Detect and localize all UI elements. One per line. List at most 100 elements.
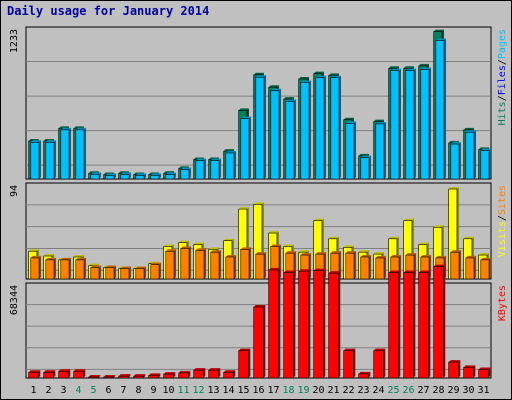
bar-top-hits [418, 63, 429, 66]
bar-top-kbytes [253, 305, 266, 308]
bar-top-visits [298, 250, 309, 253]
bar-top-visits [403, 218, 414, 221]
ymax-label-sites-visits: 94 [9, 185, 20, 197]
bar-top-files [180, 167, 192, 170]
bar-side-files [129, 172, 132, 179]
bar-top-files [450, 142, 462, 145]
bar-top-visits [358, 250, 369, 253]
bar-top-hits [358, 153, 369, 156]
bar-sites [225, 256, 235, 280]
bar-sites [480, 259, 490, 280]
bar-side-files [459, 142, 462, 179]
bar-sites [165, 250, 175, 280]
bar-top-sites [285, 251, 297, 254]
bar-top-hits [343, 117, 354, 120]
x-tick-label: 4 [75, 385, 81, 396]
bar-top-hits [58, 126, 69, 129]
bar-side-files [114, 173, 117, 179]
bar-files [60, 129, 70, 180]
bar-top-files [300, 80, 312, 83]
bar-top-files [345, 121, 357, 124]
bar-top-sites [195, 248, 207, 251]
bar-top-files [90, 172, 102, 175]
bar-top-visits [373, 252, 384, 255]
bar-kbytes [58, 370, 69, 379]
bar-top-sites [390, 254, 402, 257]
bar-top-files [210, 158, 222, 161]
bar-files [255, 76, 265, 180]
bar-top-files [120, 172, 132, 175]
bar-top-visits [193, 242, 204, 245]
bar-kbytes [103, 376, 114, 379]
bar-top-visits [208, 247, 219, 250]
bar-side-kbytes [113, 375, 116, 378]
x-tick-label: 7 [120, 385, 126, 396]
bar-files [45, 141, 55, 180]
bar-top-sites [405, 253, 417, 256]
x-tick-label: 13 [207, 385, 219, 396]
bar-top-files [30, 140, 42, 143]
legend-entry: / [497, 215, 508, 221]
bar-sites [195, 249, 205, 280]
bar-side-files [339, 75, 342, 179]
bar-top-files [255, 75, 267, 78]
bar-top-sites [270, 244, 282, 247]
legend-entry: Sites [497, 185, 508, 215]
bar-top-visits [73, 254, 84, 257]
bar-top-sites [45, 257, 57, 260]
bar-sites [180, 248, 190, 280]
bar-side-files [99, 172, 102, 179]
chart-title: Daily usage for January 2014 [7, 4, 210, 18]
bar-side-sites [219, 250, 222, 279]
bar-kbytes [373, 350, 384, 379]
bar-kbytes [298, 270, 309, 379]
bar-top-hits [388, 66, 399, 69]
bar-side-kbytes [38, 370, 41, 378]
bar-top-files [360, 155, 372, 158]
bar-files [285, 101, 295, 180]
bar-side-kbytes [218, 368, 221, 378]
bar-side-kbytes [443, 264, 446, 378]
bar-top-visits [28, 249, 39, 252]
bar-kbytes [133, 375, 144, 379]
bar-side-kbytes [278, 267, 281, 378]
bar-files [360, 157, 370, 180]
bar-top-kbytes [58, 369, 71, 372]
bar-top-kbytes [343, 348, 356, 351]
bar-kbytes [118, 375, 129, 379]
x-tick-label: 26 [402, 385, 414, 396]
x-tick-label: 27 [417, 385, 429, 396]
legend-sites-visits: Visits/Sites [497, 185, 508, 257]
bar-side-files [279, 88, 282, 179]
bar-side-kbytes [83, 369, 86, 378]
bar-side-files [264, 75, 267, 179]
bar-top-sites [105, 265, 117, 268]
bar-top-hits [328, 73, 339, 76]
bar-files [270, 90, 280, 180]
bar-files [375, 123, 385, 180]
bar-sites [360, 256, 370, 280]
bar-top-sites [240, 247, 252, 250]
legend-hits-files: Hits/Files/Pages [497, 29, 508, 125]
bar-top-kbytes [88, 375, 101, 377]
bar-top-visits [43, 254, 54, 257]
bar-side-files [489, 148, 492, 179]
bar-top-kbytes [208, 368, 221, 371]
bar-side-files [294, 99, 297, 179]
bar-kbytes [88, 376, 99, 379]
bar-files [75, 129, 85, 180]
bar-top-files [105, 173, 117, 176]
bar-side-kbytes [293, 270, 296, 378]
bar-side-sites [69, 257, 72, 279]
legend-entry: KBytes [497, 285, 508, 321]
bar-top-visits [88, 263, 99, 266]
bar-side-kbytes [488, 367, 491, 378]
bar-files [135, 175, 145, 180]
bar-files [345, 123, 355, 180]
x-tick-label: 28 [432, 385, 444, 396]
bar-top-sites [75, 257, 87, 260]
bar-top-visits [463, 236, 474, 239]
bar-side-files [369, 155, 372, 179]
bar-kbytes [178, 372, 189, 379]
bar-side-sites [99, 265, 102, 279]
